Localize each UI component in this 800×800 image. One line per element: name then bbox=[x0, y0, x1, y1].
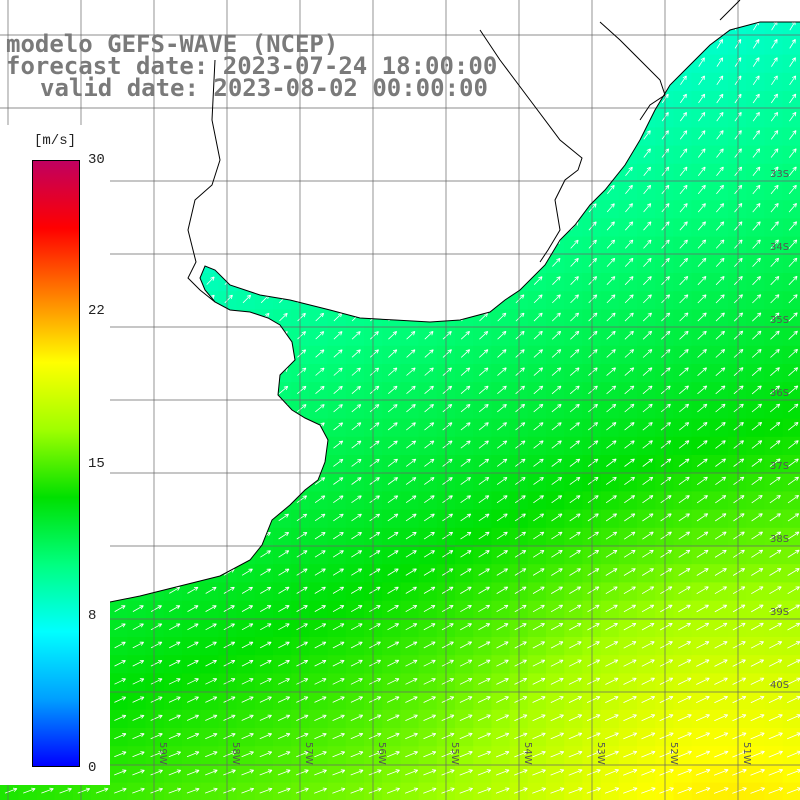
latitude-labels: 33S 34S 35S 36S 37S 38S 39S 40S bbox=[770, 169, 789, 691]
colorbar bbox=[32, 160, 80, 767]
lon-label-55W: 55W bbox=[449, 742, 460, 765]
valid-date: valid date: 2023-08-02 00:00:00 bbox=[40, 74, 488, 102]
model-title: modelo GEFS-WAVE (NCEP) bbox=[6, 30, 339, 58]
colorbar-tick-0: 0 bbox=[88, 760, 97, 776]
lat-label-35S: 35S bbox=[770, 315, 789, 326]
lon-label-57W: 57W bbox=[303, 742, 314, 765]
colorbar-tick-15: 15 bbox=[88, 456, 105, 472]
lon-label-51W: 51W bbox=[741, 742, 752, 765]
colorbar-tick-30: 30 bbox=[88, 152, 105, 168]
lon-label-56W: 56W bbox=[376, 742, 387, 765]
colorbar-unit: [m/s] bbox=[32, 133, 79, 149]
lat-label-34S: 34S bbox=[770, 242, 789, 253]
lat-label-38S: 38S bbox=[770, 534, 789, 545]
lon-label-54W: 54W bbox=[522, 742, 533, 765]
forecast-date: forecast date: 2023-07-24 18:00:00 bbox=[6, 52, 498, 80]
coastline bbox=[0, 0, 800, 629]
lat-label-33S: 33S bbox=[770, 169, 789, 180]
lat-label-36S: 36S bbox=[770, 388, 789, 399]
lon-label-52W: 52W bbox=[668, 742, 679, 765]
colorbar-tick-22: 22 bbox=[88, 303, 105, 319]
lat-label-39S: 39S bbox=[770, 607, 789, 618]
lon-label-58W: 58W bbox=[230, 742, 241, 765]
lat-label-37S: 37S bbox=[770, 461, 789, 472]
lon-label-53W: 53W bbox=[595, 742, 606, 765]
lat-label-40S: 40S bbox=[770, 680, 789, 691]
colorbar-tick-8: 8 bbox=[88, 608, 97, 624]
lon-label-59W: 59W bbox=[157, 742, 168, 765]
